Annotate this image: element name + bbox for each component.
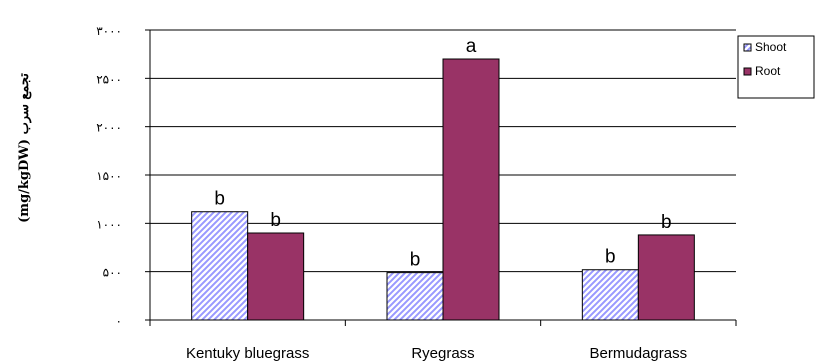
x-tick-label: Ryegrass: [411, 345, 474, 362]
y-axis-label: تجمع سرب (mg/kgDW): [17, 73, 32, 223]
bar-root: [247, 232, 305, 321]
bar-root: [442, 58, 500, 321]
legend-label: Root: [755, 64, 781, 78]
bar-root: [637, 234, 695, 321]
data-label: a: [466, 36, 477, 57]
y-tick-label: ۰: [116, 314, 122, 328]
y-tick-label: ۱۵۰۰: [96, 169, 122, 183]
data-label: b: [214, 189, 225, 210]
data-label: b: [661, 212, 672, 233]
legend-label: Shoot: [755, 40, 787, 54]
bar-shoot: [581, 269, 639, 321]
x-tick-label: Kentuky bluegrass: [186, 345, 309, 362]
legend-swatch: [743, 43, 752, 52]
y-tick-label: ۲۰۰۰: [96, 121, 122, 135]
y-tick-label: ۱۰۰۰: [96, 217, 122, 231]
bar-shoot: [191, 211, 249, 321]
x-tick-label: Bermudagrass: [590, 345, 688, 362]
y-tick-label: ۵۰۰: [103, 266, 122, 280]
bar-shoot: [386, 272, 444, 321]
data-label: b: [270, 210, 281, 231]
data-label: b: [605, 247, 616, 268]
y-tick-label: ۳۰۰۰: [96, 24, 122, 38]
y-tick-label: ۲۵۰۰: [96, 72, 122, 86]
legend-swatch: [743, 67, 752, 76]
legend: Shoot Root: [737, 35, 815, 99]
legend-box: [737, 35, 815, 99]
plot-area: ۰ ۵۰۰ ۱۰۰۰ ۱۵۰۰ ۲۰۰۰ ۲۵۰۰ ۳۰۰۰ Kentuky bluegras…: [96, 24, 737, 362]
data-label: b: [410, 250, 421, 271]
